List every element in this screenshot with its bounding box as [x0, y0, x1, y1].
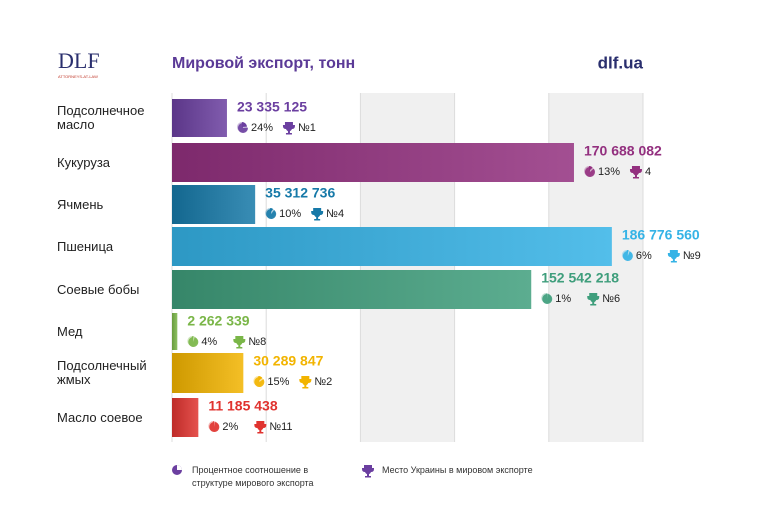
rank-label: №8	[248, 336, 266, 348]
category-label: Кукуруза	[57, 154, 111, 170]
rank-label: №6	[602, 293, 620, 305]
share-label: 2%	[222, 421, 238, 433]
share-icon-rest	[622, 251, 633, 261]
chart-title: Мировой экспорт, тонн	[172, 55, 355, 72]
rank-icon	[299, 376, 312, 389]
share-icon-rest	[584, 167, 595, 178]
share-label: 6%	[636, 250, 652, 262]
rank-icon	[587, 293, 600, 306]
share-icon	[258, 376, 263, 381]
rank-label: №2	[314, 376, 332, 388]
logo-subtitle: ATTORNEYS-AT-LAW	[58, 74, 98, 79]
value-label: 186 776 560	[622, 227, 700, 243]
category-label: Мед	[57, 323, 83, 339]
rank-label: 4	[645, 166, 651, 178]
value-label: 35 312 736	[265, 185, 335, 201]
share-label: 10%	[279, 208, 301, 220]
share-icon-rest	[254, 377, 265, 387]
bar	[172, 270, 532, 309]
bar	[172, 227, 612, 266]
value-label: 30 289 847	[253, 353, 323, 369]
share-label: 4%	[201, 336, 217, 348]
legend-share: Процентное соотношение в структуре миров…	[192, 465, 314, 488]
category-label: Соевые бобы	[57, 281, 140, 297]
bar	[172, 99, 227, 137]
rank-icon	[667, 250, 680, 263]
value-label: 11 185 438	[208, 398, 278, 414]
rank-icon	[254, 421, 267, 434]
category-label: Подсолнечное масло	[57, 103, 145, 132]
rank-icon	[311, 208, 324, 221]
category-label: Подсолнечный жмых	[57, 358, 147, 387]
value-label: 170 688 082	[584, 143, 662, 159]
rank-label: №4	[326, 208, 344, 220]
source: dlf.ua	[598, 53, 644, 72]
value-label: 23 335 125	[237, 99, 307, 115]
rank-icon	[233, 336, 246, 349]
share-label: 1%	[555, 293, 571, 305]
category-label: Ячмень	[57, 196, 104, 212]
rank-label: №9	[683, 250, 701, 262]
bar	[172, 313, 178, 350]
bar	[172, 353, 244, 393]
rank-icon	[629, 166, 642, 179]
value-label: 152 542 218	[541, 270, 619, 286]
share-icon-rest	[237, 123, 248, 134]
category-label: Масло соевое	[57, 409, 143, 425]
share-icon-rest	[209, 422, 220, 432]
category-label: Пшеница	[57, 238, 114, 254]
share-icon-rest	[542, 294, 553, 304]
rank-label: №11	[269, 421, 292, 433]
share-label: 15%	[267, 376, 289, 388]
share-icon-rest	[266, 209, 277, 219]
legend-share-icon	[172, 465, 182, 475]
share-icon	[241, 122, 247, 127]
legend-rank: Место Украины в мировом экспорте	[382, 465, 533, 475]
bar	[172, 185, 256, 224]
logo: DLF	[58, 48, 100, 73]
bar	[172, 398, 199, 437]
share-label: 24%	[251, 122, 273, 134]
share-label: 13%	[598, 166, 620, 178]
rank-icon	[362, 465, 374, 478]
value-label: 2 262 339	[187, 313, 249, 329]
rank-label: №1	[298, 122, 316, 134]
rank-icon	[282, 122, 295, 135]
share-icon-rest	[188, 337, 199, 348]
bar	[172, 143, 574, 182]
